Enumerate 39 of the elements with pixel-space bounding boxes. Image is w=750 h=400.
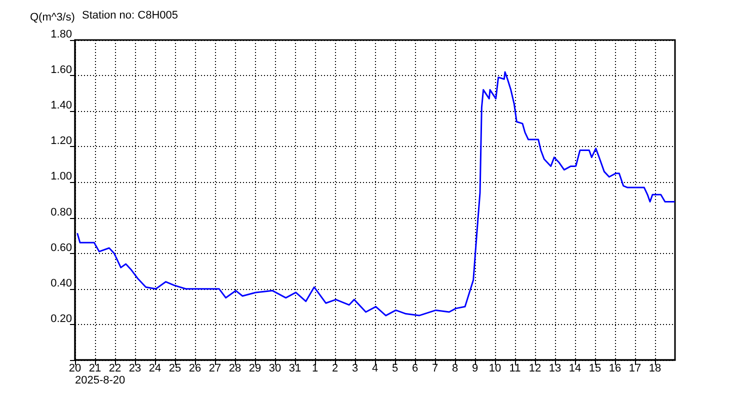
x-tick-label: 22 [108,362,122,374]
x-tick-label: 8 [452,362,458,374]
x-tick-label: 21 [88,362,102,374]
x-tick-label: 25 [168,362,182,374]
y-tick-label: 1.40 [50,100,72,112]
x-tick-label: 10 [488,362,502,374]
chart-title: Station no: C8H005 [82,10,178,22]
x-tick-label: 12 [528,362,542,374]
x-tick-label: 5 [392,362,398,374]
x-tick-label: 27 [208,362,222,374]
x-tick-label: 17 [628,362,642,374]
x-tick-label: 6 [412,362,418,374]
x-tick-label: 20 [68,362,82,374]
y-axis-title: Q(m^3/s) [30,12,75,24]
x-tick-label: 30 [268,362,282,374]
x-tick-label: 11 [509,362,521,374]
x-tick-label: 15 [588,362,602,374]
x-tick-label: 26 [188,362,202,374]
y-tick-label: 1.00 [50,170,72,183]
y-tick-label: 0.40 [50,277,72,290]
y-tick-label: 0.80 [50,206,72,218]
y-tick-label: 0.60 [50,242,72,254]
y-tick-label: 1.60 [50,64,72,76]
x-tick-label: 14 [568,362,582,374]
x-tick-label: 29 [248,362,262,374]
x-tick-label: 16 [608,362,622,374]
x-tick-label: 13 [548,362,562,374]
y-tick-label: 0.20 [50,312,72,325]
x-axis-title: 2025-8-20 [75,374,126,386]
x-tick-label: 28 [228,362,242,374]
x-tick-label: 9 [472,362,478,374]
x-tick-label: 23 [128,362,142,374]
x-tick-label: 3 [352,362,358,374]
x-tick-label: 24 [148,362,162,374]
y-tick-label: 1.80 [50,28,72,40]
x-tick-label: 31 [288,362,302,374]
y-tick-label: 1.20 [50,135,72,148]
x-tick-label: 18 [648,362,662,374]
x-tick-label: 2 [332,362,338,374]
